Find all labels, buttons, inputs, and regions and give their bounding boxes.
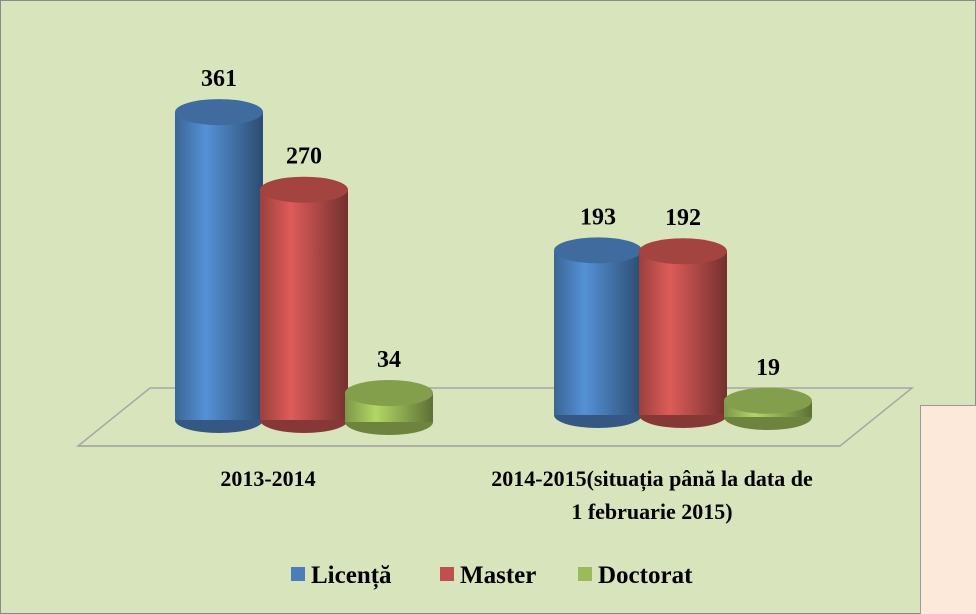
- data-label: 34: [377, 347, 401, 373]
- legend-swatch: [440, 567, 454, 581]
- bar: [260, 189, 348, 420]
- x-tick-label: 2014-2015(situația până la data de 1 feb…: [491, 466, 813, 524]
- bar-top: [345, 379, 433, 406]
- overlay-panel: [920, 405, 976, 614]
- legend-label: Licență: [311, 562, 392, 590]
- legend-swatch: [291, 567, 305, 581]
- bar: [175, 112, 263, 420]
- data-label: 192: [665, 205, 701, 231]
- bar-top: [724, 387, 812, 414]
- bar-top: [260, 176, 348, 203]
- data-label: 19: [756, 355, 780, 381]
- bar-top: [639, 238, 727, 265]
- data-label: 193: [580, 204, 616, 230]
- data-label: 361: [201, 66, 237, 92]
- bar: [554, 250, 642, 415]
- data-label: 270: [286, 144, 322, 170]
- bar-top: [175, 99, 263, 126]
- x-tick-label: 2013-2014: [220, 466, 316, 491]
- legend-swatch: [578, 567, 592, 581]
- bar-top: [554, 237, 642, 264]
- bar: [639, 251, 727, 415]
- legend-label: Master: [460, 562, 536, 589]
- legend-label: Doctorat: [598, 562, 693, 589]
